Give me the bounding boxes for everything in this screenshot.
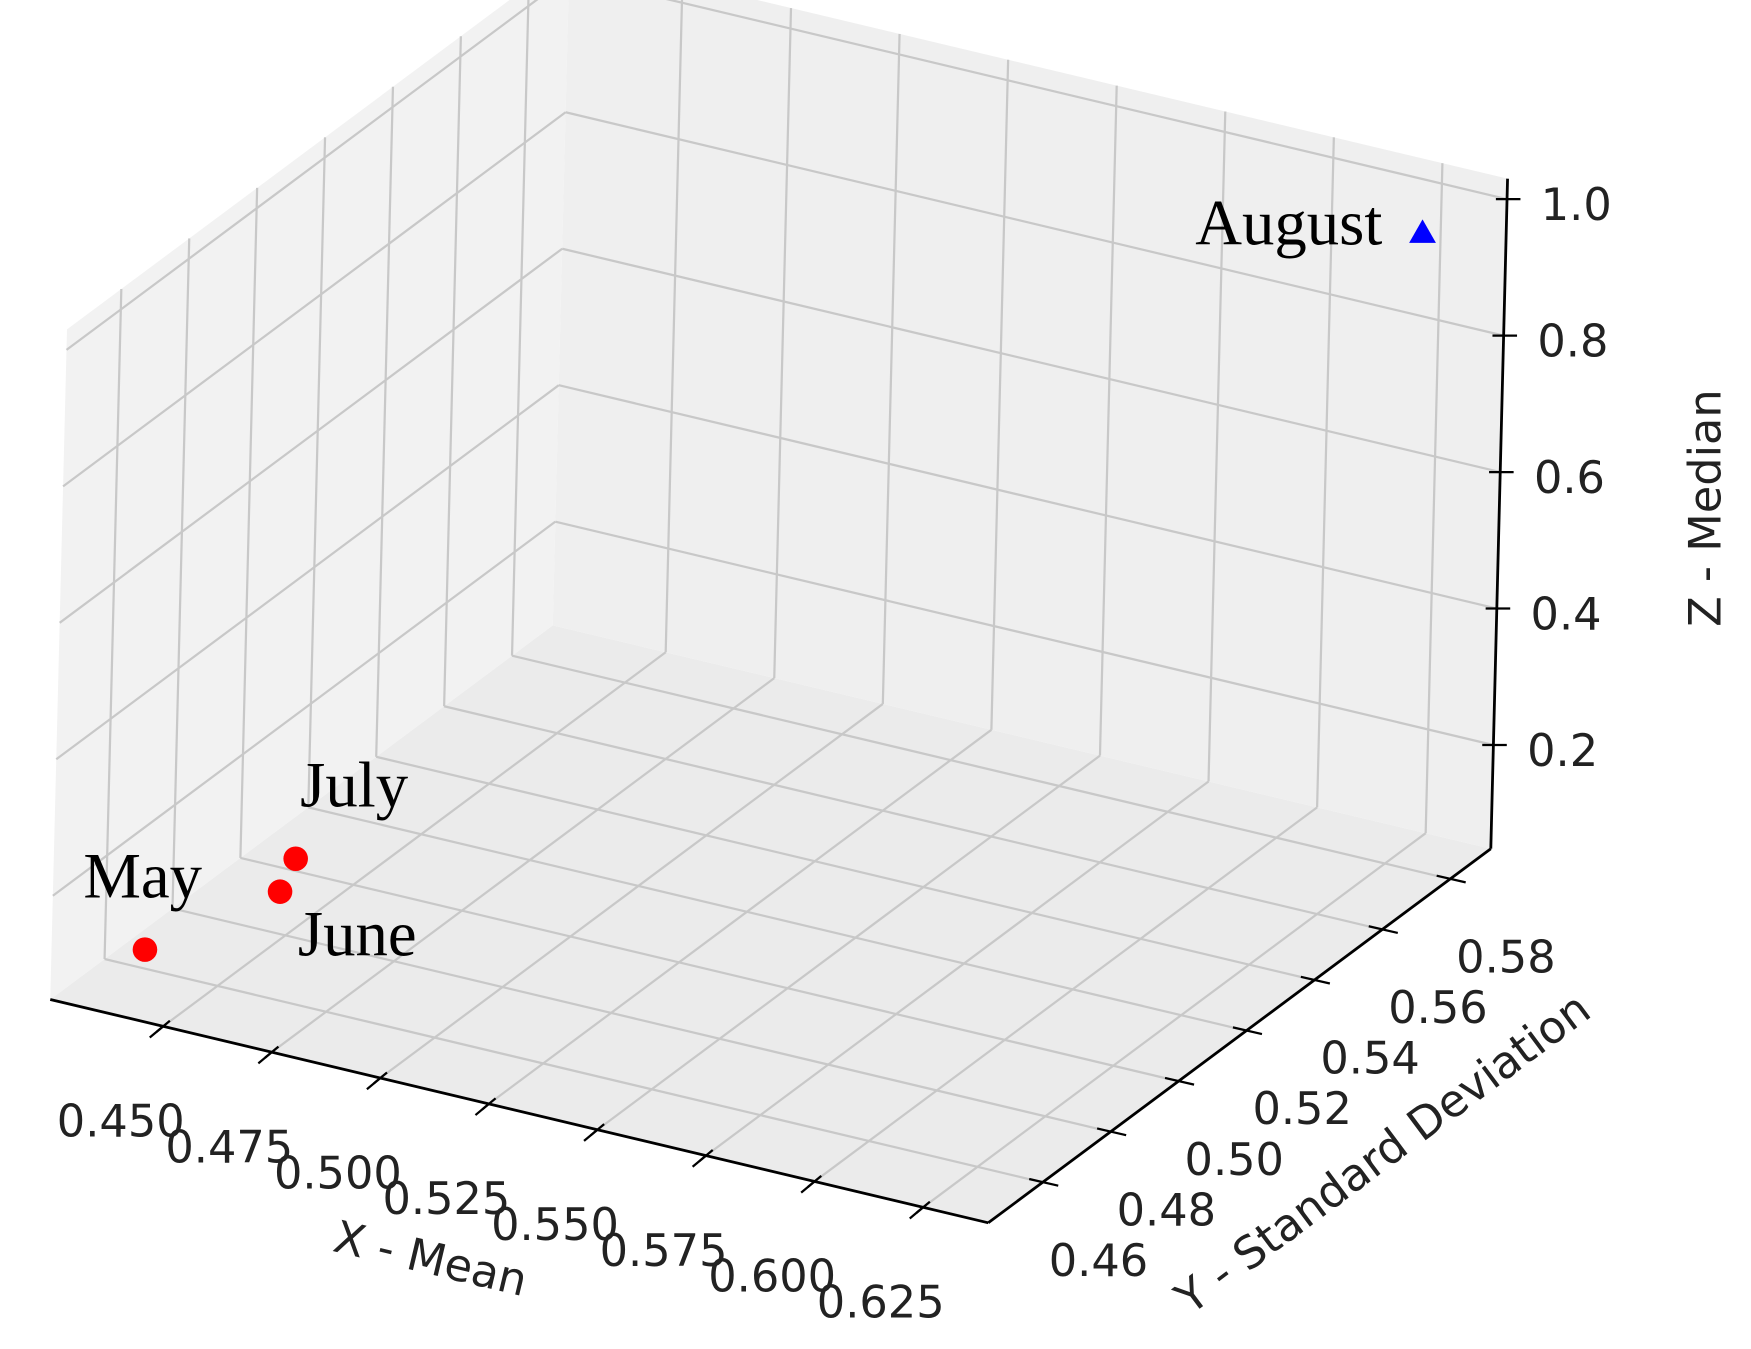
z-tick-label: 0.8	[1537, 316, 1608, 368]
point-label: May	[83, 840, 202, 912]
z-tick-label: 0.2	[1527, 725, 1598, 777]
floor-pane	[50, 625, 1491, 1223]
z-axis-title: Z - Median	[1680, 389, 1732, 627]
x-tick-mark	[909, 1206, 924, 1220]
point-label: June	[298, 899, 417, 971]
grid-line	[172, 907, 1111, 1133]
grid-line	[561, 247, 1501, 474]
grid-line	[555, 520, 1494, 747]
point	[132, 937, 158, 962]
grid-line	[881, 33, 901, 704]
grid-line	[59, 247, 563, 624]
panes	[50, 0, 1508, 1223]
grid-line	[596, 754, 1101, 1131]
y-tick-label: 0.52	[1252, 1083, 1351, 1135]
grid-line	[665, 0, 1508, 201]
grid-line	[1098, 85, 1118, 756]
y-tick-label: 0.46	[1049, 1235, 1148, 1287]
grid-line	[379, 703, 884, 1079]
x-tick-label: 0.550	[491, 1199, 619, 1251]
z-tick-label: 0.6	[1534, 452, 1605, 504]
grid-line	[1424, 163, 1444, 834]
grid-line	[488, 728, 993, 1105]
x-tick-mark	[474, 1103, 490, 1116]
grid-line	[705, 780, 1210, 1157]
back-pane	[552, 0, 1508, 849]
grid-line	[375, 755, 1315, 982]
x-tick-mark	[691, 1154, 707, 1168]
z-tick-label: 0.4	[1531, 588, 1602, 640]
y-tick-label: 0.48	[1117, 1184, 1216, 1236]
point	[267, 879, 293, 904]
grid-line	[510, 0, 530, 656]
grid-line	[308, 806, 1247, 1032]
z-axis-line	[1489, 178, 1509, 849]
grid-line	[813, 806, 1318, 1183]
grid-line	[565, 111, 1504, 337]
x-tick-label: 0.500	[274, 1147, 402, 1199]
y-tick-label: 0.50	[1185, 1134, 1284, 1186]
x-tick-mark	[583, 1128, 599, 1142]
marks: May June July August	[83, 187, 1436, 971]
grid-line	[922, 832, 1427, 1209]
grid-line	[307, 137, 327, 808]
grid-line	[52, 520, 557, 897]
grid-line	[1207, 111, 1227, 782]
x-tick-mark	[366, 1077, 382, 1091]
grid-line	[664, 0, 684, 653]
grid-line	[240, 856, 1179, 1083]
x-tick-label: 0.575	[600, 1225, 728, 1277]
y-tick-label: 0.58	[1456, 932, 1555, 984]
grid-line	[55, 384, 560, 761]
x-tick-label: 0.600	[708, 1251, 836, 1303]
grid-line	[511, 654, 1451, 881]
point	[1409, 219, 1436, 243]
grid-line	[443, 36, 462, 707]
x-tick-label: 0.525	[383, 1173, 511, 1225]
grid-line	[62, 111, 567, 488]
x-tick-mark	[800, 1180, 816, 1194]
point-label: August	[1195, 187, 1382, 259]
grid-line	[239, 187, 259, 858]
x-tick-label: 0.625	[817, 1277, 945, 1329]
point-label: July	[300, 750, 409, 822]
grid-line	[103, 288, 123, 960]
grid-line	[104, 957, 1043, 1184]
grid-line	[375, 86, 395, 757]
grid-line	[990, 59, 1010, 730]
grid-line	[558, 384, 1498, 610]
z-tick-label: 1.0	[1541, 179, 1612, 231]
y-tick-label: 0.56	[1388, 982, 1487, 1034]
grid	[52, 0, 1508, 1209]
x-tick-label: 0.450	[57, 1096, 185, 1148]
grid-line	[271, 677, 775, 1054]
x-tick-mark	[257, 1051, 273, 1065]
grid-line	[65, 0, 539, 351]
x-axis-line	[49, 998, 989, 1225]
axes: 0.4500.4750.5000.5250.5500.5750.6000.625…	[49, 178, 1612, 1329]
x-tick-mark	[149, 1025, 164, 1039]
y-tick-label: 0.54	[1320, 1033, 1419, 1085]
grid-line	[443, 705, 1383, 931]
left-pane	[50, 0, 569, 1000]
y-axis-line	[987, 847, 1492, 1224]
x-tick-label: 0.475	[165, 1121, 293, 1173]
grid-line	[773, 8, 793, 679]
grid-line	[162, 651, 667, 1028]
grid-line	[1315, 137, 1335, 808]
grid-line	[171, 238, 191, 909]
point	[283, 846, 308, 872]
